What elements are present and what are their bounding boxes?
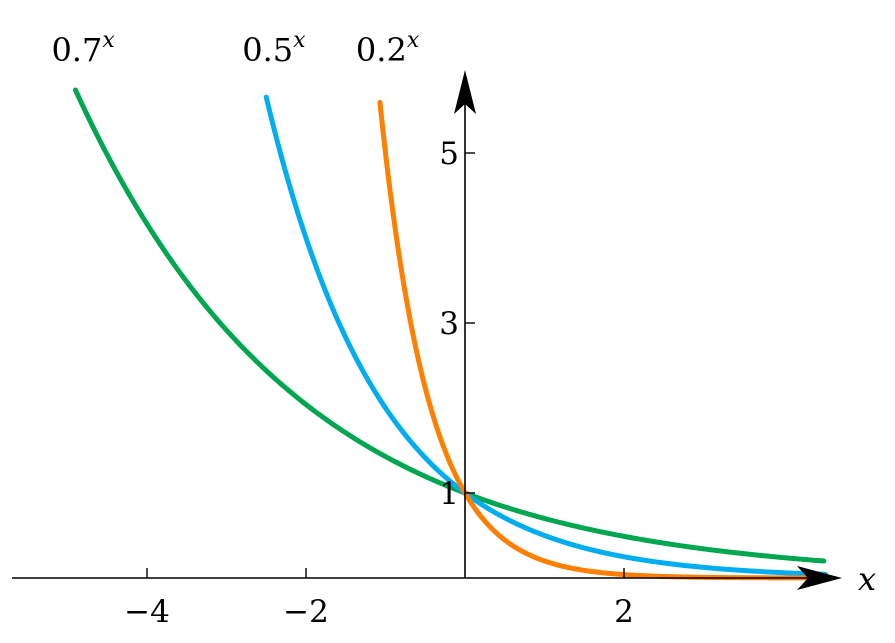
series-label-base: 0.5 (242, 31, 293, 69)
x-tick-label: −4 (124, 594, 170, 630)
series-line-0-5 (263, 94, 829, 577)
y-tick-label: 3 (439, 306, 459, 342)
series-label-exponent: x (407, 28, 420, 53)
series-line-0-7 (72, 87, 827, 564)
labels-group: x 0.7x 0.5x 0.2x (51, 28, 876, 598)
y-axis-arrowhead (454, 70, 476, 114)
series-label-base: 0.2 (356, 31, 407, 69)
x-axis-title: x (858, 560, 876, 598)
series-label-exponent: x (293, 28, 306, 53)
ticks-group: −4 −2 2 1 3 5 (124, 136, 634, 630)
series-label-exponent: x (102, 28, 115, 53)
axes-group (12, 70, 842, 590)
series-label-0-2: 0.2x (356, 28, 420, 69)
y-tick-label: 1 (439, 476, 459, 512)
x-axis-arrowhead (797, 566, 842, 590)
series-label-base: 0.7 (51, 31, 102, 69)
x-tick-label: 2 (614, 594, 634, 630)
y-tick-label: 5 (439, 136, 459, 172)
series-label-0-5: 0.5x (242, 28, 306, 69)
x-tick-label: −2 (283, 594, 329, 630)
series-label-0-7: 0.7x (51, 28, 115, 69)
